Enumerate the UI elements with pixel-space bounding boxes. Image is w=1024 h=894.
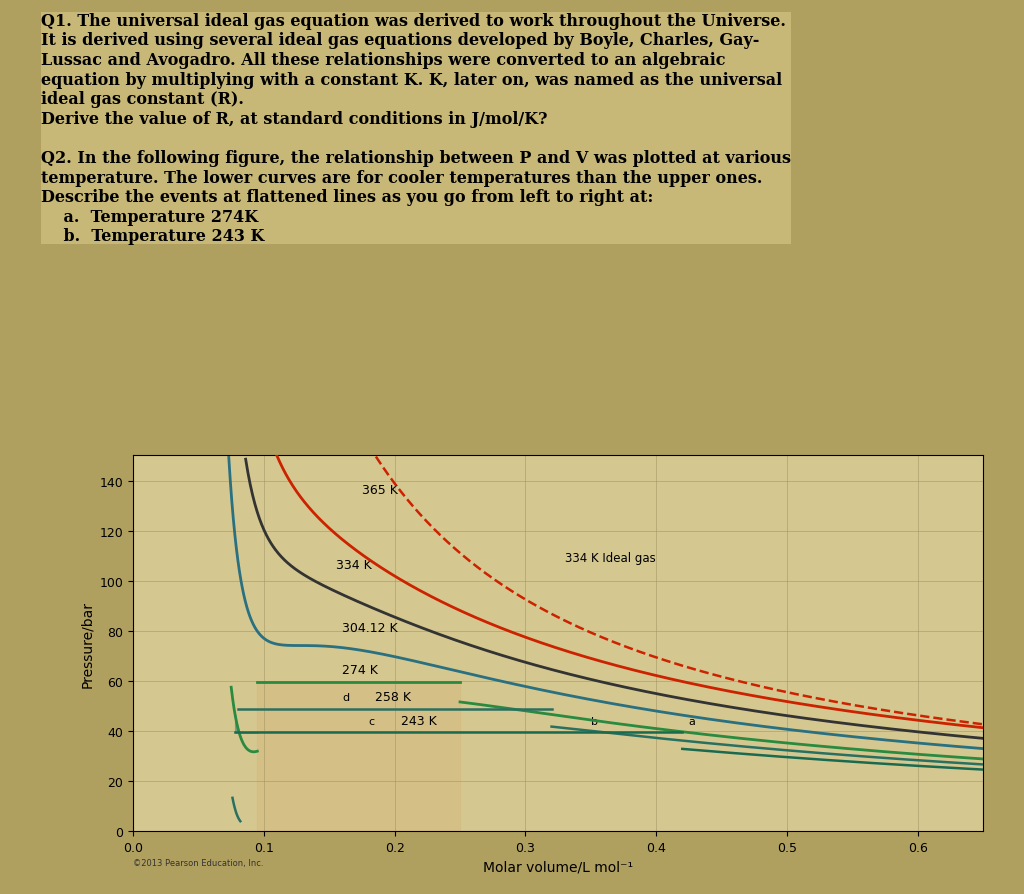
Text: c: c: [369, 716, 375, 726]
Text: a: a: [689, 716, 695, 726]
Text: 258 K: 258 K: [375, 690, 411, 703]
Text: 274 K: 274 K: [342, 663, 378, 677]
Text: Q1. The universal ideal gas equation was derived to work throughout the Universe: Q1. The universal ideal gas equation was…: [41, 13, 791, 245]
Text: ©2013 Pearson Education, Inc.: ©2013 Pearson Education, Inc.: [133, 858, 263, 867]
Y-axis label: Pressure/bar: Pressure/bar: [80, 600, 94, 687]
Text: 334 K Ideal gas: 334 K Ideal gas: [564, 551, 655, 564]
Text: 304.12 K: 304.12 K: [342, 621, 398, 634]
Text: 243 K: 243 K: [401, 713, 437, 727]
Text: d: d: [342, 692, 349, 702]
Text: b: b: [591, 716, 598, 726]
Text: 334 K: 334 K: [336, 559, 372, 571]
Text: 365 K: 365 K: [361, 484, 397, 496]
X-axis label: Molar volume/L mol⁻¹: Molar volume/L mol⁻¹: [483, 860, 633, 873]
